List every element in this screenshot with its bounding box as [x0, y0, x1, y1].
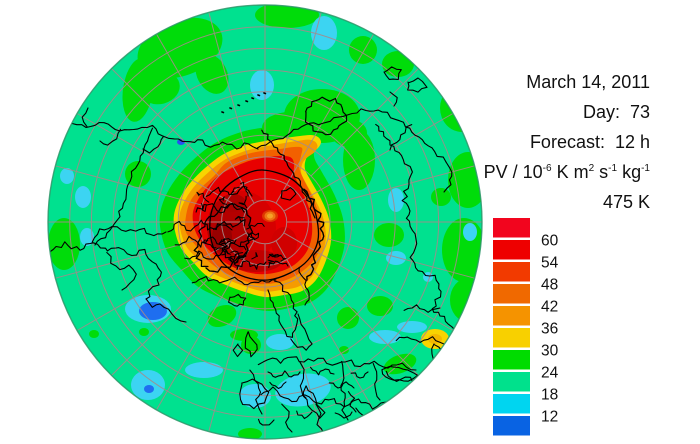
svg-text:PV / 10-6 K m2 s-1 kg-1: PV / 10-6 K m2 s-1 kg-1	[484, 162, 651, 182]
svg-text:30: 30	[541, 343, 559, 360]
svg-text:24: 24	[541, 365, 559, 382]
svg-text:42: 42	[541, 299, 558, 316]
svg-text:Day: 73: Day: 73	[583, 102, 650, 122]
svg-text:18: 18	[541, 387, 558, 404]
svg-text:Forecast: 12 h: Forecast: 12 h	[530, 132, 650, 152]
svg-text:12: 12	[541, 409, 558, 426]
svg-text:475 K: 475 K	[603, 192, 650, 212]
svg-text:36: 36	[541, 321, 558, 338]
svg-text:March 14, 2011: March 14, 2011	[526, 72, 650, 92]
svg-text:54: 54	[541, 255, 559, 272]
svg-text:60: 60	[541, 233, 559, 250]
svg-text:48: 48	[541, 277, 558, 294]
